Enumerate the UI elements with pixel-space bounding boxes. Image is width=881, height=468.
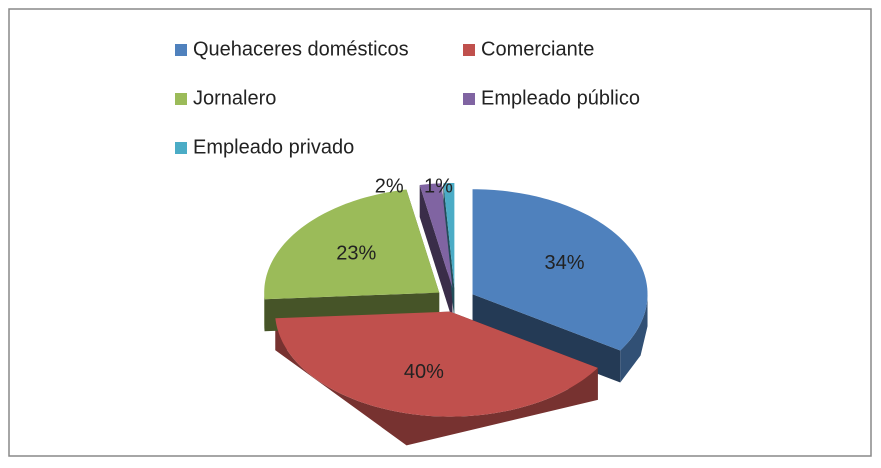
- data-label: 34%: [545, 252, 585, 274]
- slice-side: [443, 183, 455, 321]
- slice-side: [419, 184, 453, 321]
- pie-tops: [264, 183, 648, 417]
- legend-label: Comerciante: [481, 38, 594, 60]
- legend-swatch: [175, 142, 187, 154]
- data-label: 23%: [336, 242, 376, 264]
- legend-label: Jornalero: [193, 87, 276, 109]
- slice: [472, 189, 648, 351]
- legend-swatch: [175, 44, 187, 56]
- legend-swatch: [463, 93, 475, 105]
- legend-label: Quehaceres domésticos: [193, 38, 409, 60]
- slice-side: [620, 294, 648, 383]
- legend-swatch: [175, 93, 187, 105]
- slice: [443, 183, 455, 289]
- slice: [275, 311, 598, 417]
- legend-label: Empleado privado: [193, 136, 354, 158]
- legend-label: Empleado público: [481, 87, 640, 109]
- data-label: 2%: [375, 175, 404, 197]
- slice: [264, 189, 440, 300]
- data-label: 1%: [424, 175, 453, 197]
- data-label: 40%: [404, 361, 444, 383]
- legend-swatch: [463, 44, 475, 56]
- slice: [419, 183, 453, 289]
- slice-side: [275, 318, 598, 446]
- slice-side: [472, 294, 621, 383]
